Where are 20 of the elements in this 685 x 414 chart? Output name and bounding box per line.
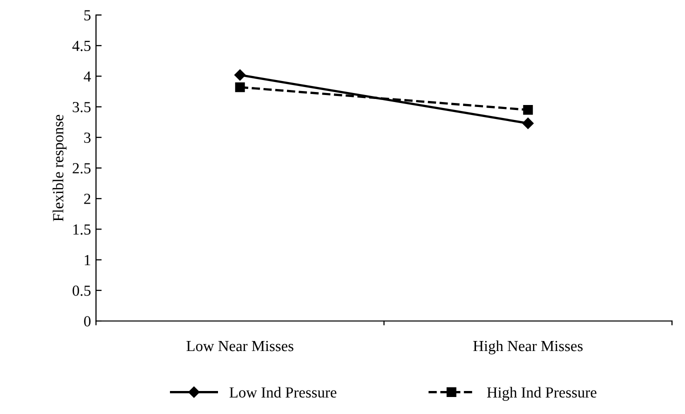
x-tick-label: Low Near Misses [186, 340, 294, 352]
y-tick-label: 3.5 [72, 102, 91, 112]
y-tick-label: 4 [84, 71, 91, 82]
y-tick-label: 2.5 [72, 163, 91, 174]
legend-label: High Ind Pressure [487, 386, 596, 401]
y-tick-label: 4.5 [72, 40, 91, 52]
y-tick-label: 2 [84, 194, 90, 204]
y-tick-label: 1.5 [73, 224, 91, 235]
y-tick-label: 0.5 [72, 286, 91, 296]
point [523, 105, 533, 115]
x-tick-label: High Near Misses [473, 340, 583, 354]
legend-label: Low Ind Pressure [230, 386, 336, 398]
y-tick-label: 0 [84, 316, 91, 326]
point [234, 69, 246, 81]
point [235, 82, 245, 92]
y-axis-title: Flexible response [52, 114, 66, 222]
y-tick-label: 3 [84, 132, 91, 143]
point [522, 118, 534, 129]
y-tick-label: 5 [84, 10, 91, 20]
y-tick-label: 1 [84, 255, 90, 266]
